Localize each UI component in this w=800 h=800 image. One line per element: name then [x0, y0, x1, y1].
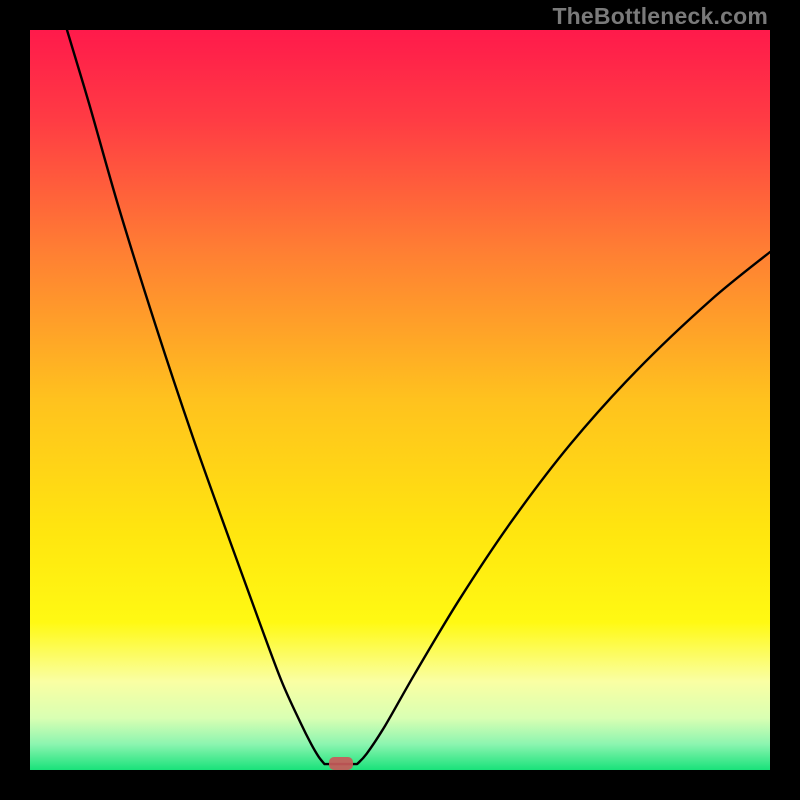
- watermark-text: TheBottleneck.com: [552, 3, 768, 30]
- plot-area: [30, 30, 770, 770]
- bottleneck-curve: [30, 30, 770, 770]
- chart-frame: TheBottleneck.com: [0, 0, 800, 800]
- optimum-marker: [329, 757, 353, 770]
- curve-path: [67, 30, 770, 764]
